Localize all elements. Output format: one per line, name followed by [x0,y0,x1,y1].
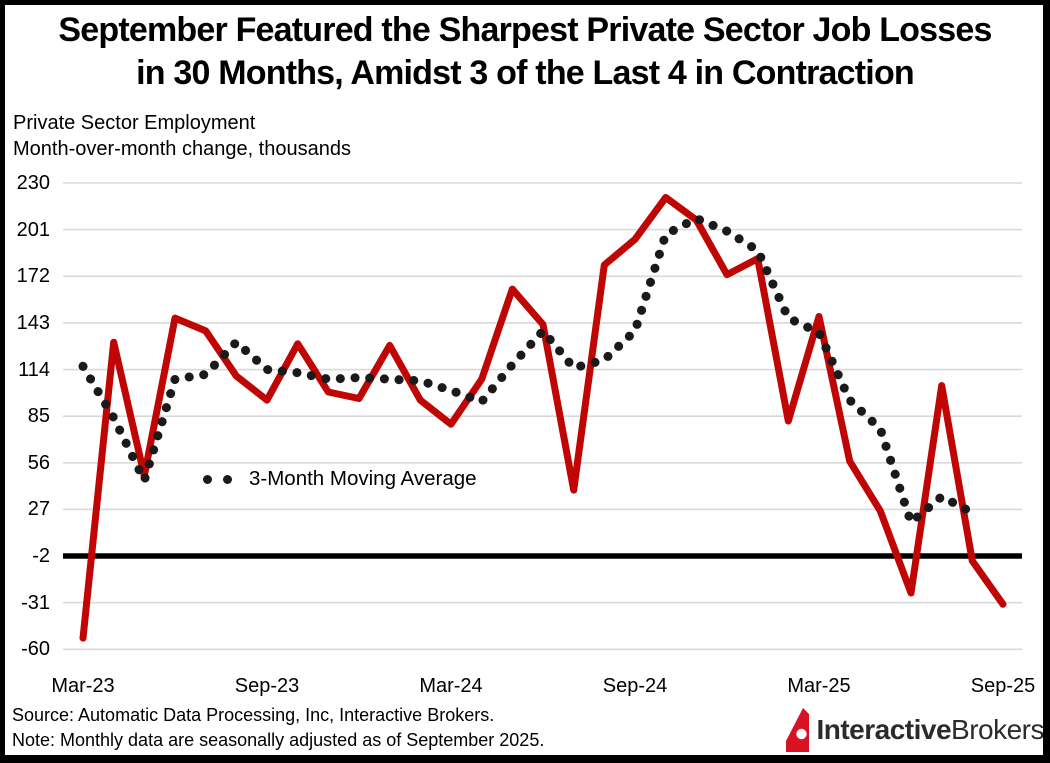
x-tick-label: Sep-23 [234,675,300,697]
y-tick-label: -2 [32,545,50,568]
monthly-change-line [79,194,1007,642]
chart-title-line2: in 30 Months, Amidst 3 of the Last 4 in … [136,54,915,92]
y-tick-label: -31 [21,591,50,614]
y-tick-label: 230 [16,172,50,194]
x-tick-label: Sep-24 [602,675,668,697]
note-text: Note: Monthly data are seasonally adjust… [12,730,545,750]
legend-dot-icon [223,474,232,484]
chart-subtitle-line2: Month-over-month change, thousands [13,138,351,160]
chart-subtitle: Private Sector Employment Month-over-mon… [13,110,351,162]
source-text: Source: Automatic Data Processing, Inc, … [12,705,495,725]
y-tick-label: -60 [21,638,50,661]
chart-title: September Featured the Sharpest Private … [10,9,1040,95]
x-tick-label: Mar-25 [787,675,851,697]
logo-text-brokers: Brokers [951,714,1044,745]
y-tick-label: 56 [27,451,50,474]
y-tick-label: 143 [16,311,50,334]
logo-text-interactive: Interactive [816,714,952,745]
x-tick-label: Mar-23 [51,675,115,697]
y-tick-label: 27 [27,498,50,521]
y-tick-label: 114 [18,358,50,381]
y-tick-label: 85 [27,405,50,428]
legend-label: 3-Month Moving Average [249,467,477,490]
chart-title-line1: September Featured the Sharpest Private … [58,11,992,49]
legend-moving-average: 3-Month Moving Average [203,466,477,492]
ibkr-flag-icon [786,708,810,752]
y-tick-label: 201 [16,218,50,241]
interactive-brokers-logo: Interactive Brokers [782,707,1044,753]
x-tick-label: Sep-25 [970,675,1036,697]
legend-dot-icon [203,474,212,484]
y-tick-label: 172 [16,265,50,288]
chart-subtitle-line1: Private Sector Employment [13,112,256,134]
x-tick-label: Mar-24 [419,675,483,697]
